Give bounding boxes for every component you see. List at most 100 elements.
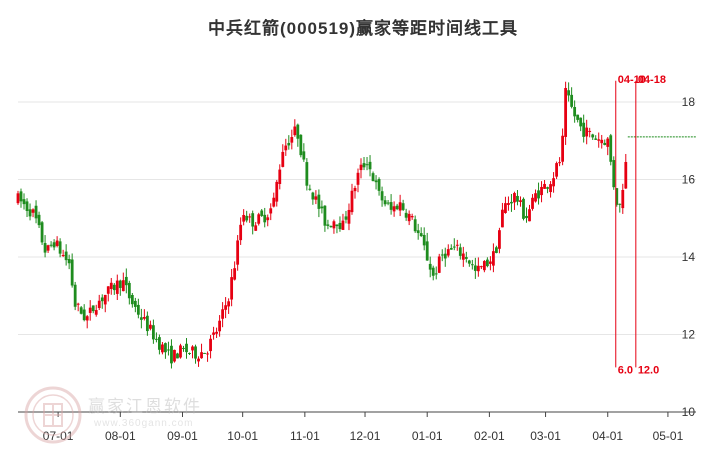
candle-body <box>103 294 107 305</box>
candle-body <box>546 187 549 189</box>
candle-body <box>142 317 146 319</box>
candle-body <box>185 343 188 353</box>
candle-body <box>28 209 32 217</box>
candle-body <box>401 203 405 210</box>
watermark-url: www.360gann.com <box>94 418 194 429</box>
candle-body <box>600 139 604 144</box>
grid-lines <box>18 101 696 413</box>
candle-body <box>230 277 234 300</box>
candle-body <box>507 203 510 205</box>
candle-body <box>555 163 558 177</box>
candle-body <box>263 214 267 223</box>
watermark: 赢家江恩软件 www.360gann.com <box>22 384 200 451</box>
candle-body <box>588 130 592 132</box>
candle-body <box>176 353 179 359</box>
candle-body <box>55 240 59 246</box>
candle-body <box>272 197 276 207</box>
candle-body <box>425 241 429 261</box>
candle-body <box>329 225 333 228</box>
candle-body <box>155 338 158 340</box>
candle-body <box>410 216 414 218</box>
candle-body <box>52 242 56 248</box>
candle-body <box>594 138 598 140</box>
candle-body <box>504 203 507 213</box>
candle-body <box>67 258 71 264</box>
candle-body <box>350 190 354 213</box>
candle-body <box>392 206 396 212</box>
candle-body <box>537 190 540 199</box>
candle-body <box>287 142 291 146</box>
candle-body <box>437 256 441 273</box>
candle-body <box>419 233 423 237</box>
candle-body <box>606 138 610 147</box>
candle-body <box>236 240 240 265</box>
candle-body <box>302 151 306 160</box>
candle-body <box>170 345 173 364</box>
candle-body <box>197 358 200 362</box>
y-tick-label: 18 <box>682 95 696 109</box>
candle-body <box>209 338 212 352</box>
candle-body <box>320 206 324 209</box>
candle-body <box>624 161 628 189</box>
candle-body <box>245 215 249 221</box>
candle-body <box>531 197 534 209</box>
candle-body <box>458 247 462 256</box>
candle-body <box>94 310 98 315</box>
candle-body <box>76 303 80 305</box>
candle-body <box>368 161 372 170</box>
candle-body <box>404 212 408 218</box>
candle-body <box>558 162 561 164</box>
candle-body <box>344 216 348 220</box>
candle-body <box>380 191 384 201</box>
candle-body <box>335 224 339 227</box>
candle-body <box>31 209 35 213</box>
candle-body <box>43 243 47 253</box>
candle-body <box>97 300 101 309</box>
candle-body <box>377 179 381 191</box>
candle-body <box>338 222 342 230</box>
candle-body <box>167 349 170 351</box>
x-tick-label: 02-01 <box>474 429 505 443</box>
candle-body <box>498 230 501 249</box>
candle-body <box>158 337 161 350</box>
candle-body <box>133 300 137 307</box>
annotation-label: 04-18 <box>638 74 666 86</box>
candle-body <box>485 259 489 267</box>
candle-body <box>413 219 417 232</box>
x-tick-label: 05-01 <box>653 429 684 443</box>
candle-body <box>121 280 125 292</box>
candle-body <box>130 295 134 305</box>
candle-body <box>40 222 44 243</box>
candle-body <box>428 263 432 270</box>
candle-body <box>374 180 378 183</box>
candle-body <box>127 282 131 299</box>
candle-body <box>591 134 595 138</box>
candle-body <box>254 225 258 231</box>
candle-body <box>473 265 477 271</box>
time-lines <box>615 80 696 368</box>
candle-body <box>206 353 209 355</box>
candle-body <box>479 266 483 268</box>
annotation-label: 12.0 <box>638 364 659 376</box>
candle-body <box>567 90 571 96</box>
candle-body <box>85 316 89 321</box>
candle-body <box>25 201 29 211</box>
x-tick-label: 04-01 <box>592 429 623 443</box>
candle-body <box>353 187 357 192</box>
candle-body <box>266 217 270 221</box>
candle-body <box>16 193 20 204</box>
candle-body <box>347 209 351 224</box>
candle-body <box>299 134 303 156</box>
candle-body <box>194 346 197 359</box>
candle-body <box>248 216 252 218</box>
candle-body <box>609 135 613 162</box>
y-tick-label: 14 <box>682 250 696 264</box>
candle-body <box>461 253 465 260</box>
candle-body <box>82 309 86 321</box>
candle-body <box>597 139 601 141</box>
candle-body <box>341 220 345 230</box>
candle-body <box>46 245 50 251</box>
